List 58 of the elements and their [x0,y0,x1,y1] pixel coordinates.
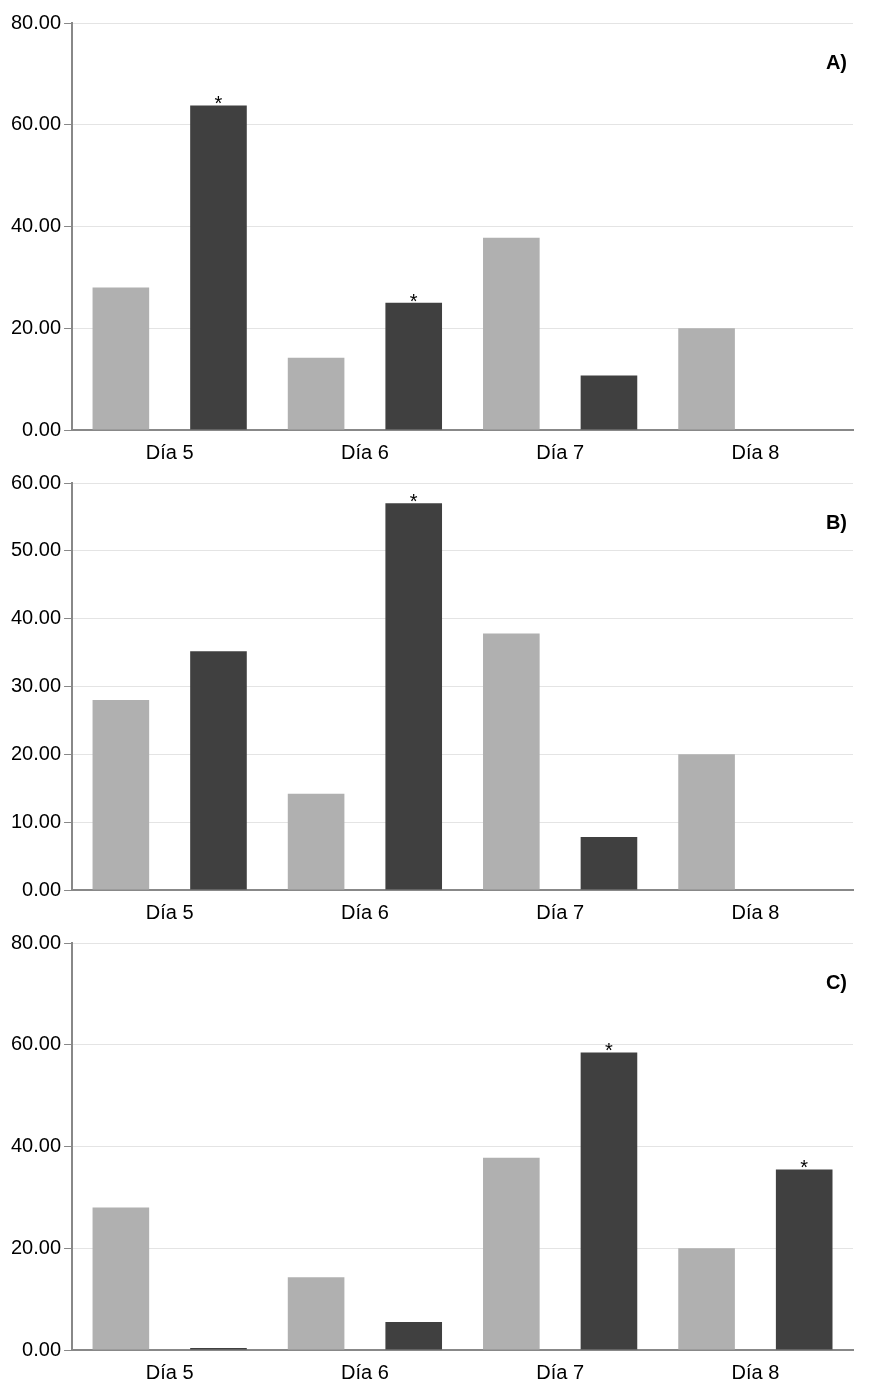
bar [775,1169,833,1350]
data-label: * [605,1039,614,1062]
x-tick-label: Día 8 [731,900,780,923]
bar [190,105,247,430]
bar [580,375,638,430]
bar [287,793,345,890]
x-tick-label: Día 8 [731,440,780,463]
y-tick-label: 0.00 [22,1337,62,1360]
y-tick-label: 10.00 [10,809,62,832]
data-label: * [800,1156,809,1179]
x-tick-label: Día 7 [536,1360,585,1383]
data-label: * [214,92,223,115]
x-tick-label: Día 6 [341,1360,389,1383]
bar [287,1277,345,1350]
y-tick-label: 80.00 [10,10,62,33]
x-tick-label: Día 6 [341,440,389,463]
bar [678,1248,735,1350]
bar [483,237,540,430]
y-tick-label: 60.00 [10,112,62,135]
bar [385,503,443,890]
y-tick-label: 30.00 [10,674,62,697]
bar [385,1322,443,1350]
bar [190,651,247,890]
y-tick-label: 40.00 [10,606,62,629]
x-tick-label: Día 5 [145,900,194,923]
bar [483,1157,540,1350]
bar [580,837,638,890]
bar [678,754,735,890]
x-tick-label: Día 7 [536,900,585,923]
y-tick-label: 0.00 [22,417,62,440]
bar [385,302,443,430]
x-tick-label: Día 7 [536,440,585,463]
bar [92,700,150,890]
y-tick-label: 80.00 [10,930,62,953]
x-tick-label: Día 8 [731,1360,780,1383]
x-tick-label: Día 5 [145,1360,194,1383]
y-tick-label: 20.00 [10,315,62,338]
bar [580,1052,638,1350]
annotation: C) [825,970,847,993]
y-tick-label: 20.00 [10,1235,62,1258]
annotation: B) [825,510,847,533]
bar [678,328,735,430]
bar [92,1207,150,1350]
y-tick-label: 50.00 [10,538,62,561]
y-tick-label: 60.00 [10,1032,62,1055]
data-label: * [409,490,418,513]
y-tick-label: 20.00 [10,741,62,764]
y-tick-label: 60.00 [10,470,62,493]
annotation: A) [825,50,847,73]
x-tick-label: Día 6 [341,900,389,923]
y-tick-label: 40.00 [10,1134,62,1157]
bar [483,633,540,890]
data-label: * [409,289,418,312]
bar [92,287,150,430]
y-tick-label: 40.00 [10,214,62,237]
x-tick-label: Día 5 [145,440,194,463]
bar [287,357,345,430]
y-tick-label: 0.00 [22,877,62,900]
